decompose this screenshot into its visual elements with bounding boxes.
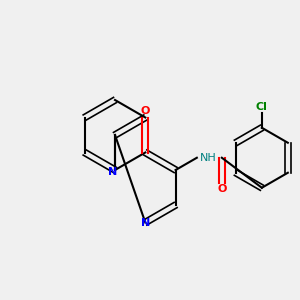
Text: Cl: Cl	[256, 102, 268, 112]
Text: N: N	[141, 218, 150, 227]
Text: N: N	[108, 167, 118, 177]
Text: O: O	[217, 184, 226, 194]
Text: NH: NH	[200, 153, 217, 163]
Text: O: O	[141, 106, 150, 116]
